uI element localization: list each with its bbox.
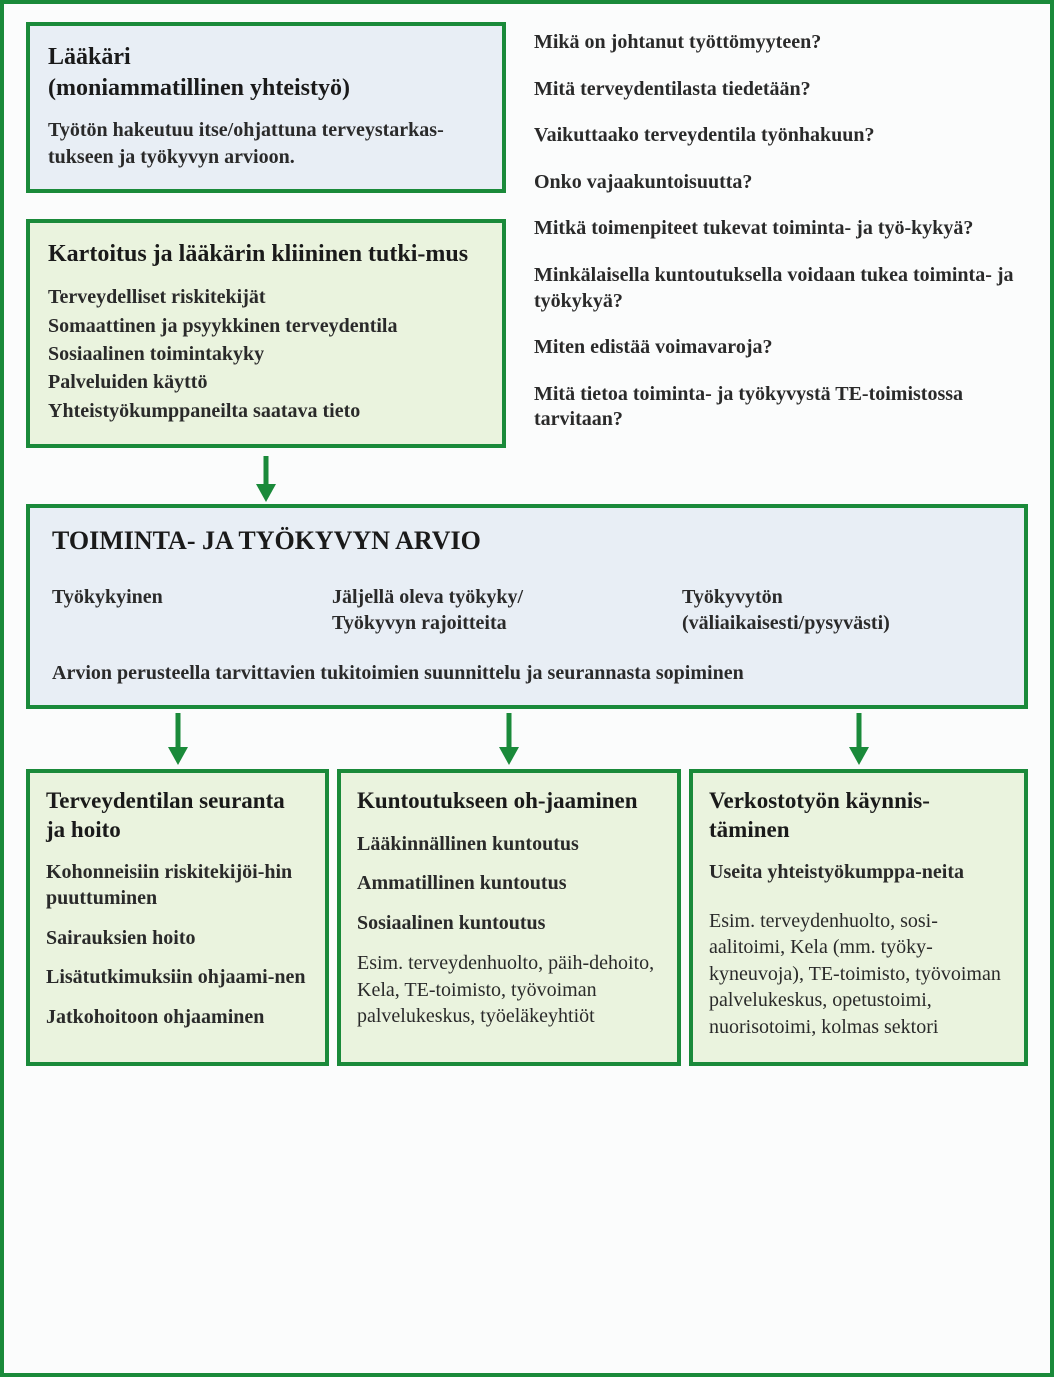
doctor-box-title: Lääkäri (moniammatillinen yhteistyö) <box>48 42 484 103</box>
assessment-col2-line1: Jäljellä oleva työkyky/ <box>332 586 523 608</box>
assessment-footer: Arvion perusteella tarvittavien tukitoim… <box>52 662 1002 685</box>
question-item: Onko vajaakuntoisuutta? <box>534 170 1024 196</box>
bottom-box-2-item: Sosiaalinen kuntoutus <box>357 911 661 937</box>
arrow-slot-2 <box>337 713 681 765</box>
assessment-box: TOIMINTA- JA TYÖKYVYN ARVIO Työkykyinen … <box>26 504 1028 709</box>
bottom-box-1-item: Lisätutkimuksiin ohjaami-nen <box>46 965 309 991</box>
question-item: Miten edistää voimavaroja? <box>534 335 1024 361</box>
arrow-slot-1 <box>26 713 329 765</box>
bottom-box-2-item: Ammatillinen kuntoutus <box>357 871 661 897</box>
question-item: Mikä on johtanut työttömyyteen? <box>534 30 1024 56</box>
assessment-col3-line2: (väliaikaisesti/pysyvästi) <box>682 612 890 634</box>
assessment-col3-line1: Työkyvytön <box>682 586 783 608</box>
doctor-title-line1: Lääkäri <box>48 44 131 70</box>
arrow-down-icon <box>845 713 873 765</box>
survey-box-title: Kartoitus ja lääkärin kliininen tutki-mu… <box>48 239 484 270</box>
questions-panel: Mikä on johtanut työttömyyteen? Mitä ter… <box>524 22 1028 454</box>
assessment-col2: Jäljellä oleva työkyky/ Työkyvyn rajoitt… <box>332 584 682 636</box>
top-row: Lääkäri (moniammatillinen yhteistyö) Työ… <box>26 22 1028 454</box>
bottom-box-1-item: Jatkohoitoon ohjaaminen <box>46 1005 309 1031</box>
doctor-box-body: Työtön hakeutuu itse/ohjattuna terveysta… <box>48 117 484 171</box>
arrow-down-icon <box>164 713 192 765</box>
bottom-box-2-example: Esim. terveydenhuolto, päih-dehoito, Kel… <box>357 950 661 1029</box>
assessment-col1: Työkykyinen <box>52 584 332 636</box>
arrow-down-icon <box>495 713 523 765</box>
question-item: Minkälaisella kuntoutuksella voidaan tuk… <box>534 263 1024 314</box>
survey-line: Palveluiden käyttö <box>48 369 484 395</box>
doctor-box: Lääkäri (moniammatillinen yhteistyö) Työ… <box>26 22 506 193</box>
question-item: Mitä terveydentilasta tiedetään? <box>534 77 1024 103</box>
question-item: Mitä tietoa toiminta- ja työkyvystä TE-t… <box>534 382 1024 433</box>
survey-box-lines: Terveydelliset riskitekijät Somaattinen … <box>48 284 484 424</box>
flowchart-frame: Lääkäri (moniammatillinen yhteistyö) Työ… <box>0 0 1054 1377</box>
bottom-row: Terveydentilan seuranta ja hoito Kohonne… <box>26 769 1028 1066</box>
survey-line: Sosiaalinen toimintakyky <box>48 341 484 367</box>
assessment-columns: Työkykyinen Jäljellä oleva työkyky/ Työk… <box>52 584 1002 636</box>
question-item: Mitkä toimenpiteet tukevat toiminta- ja … <box>534 216 1024 242</box>
left-column: Lääkäri (moniammatillinen yhteistyö) Työ… <box>26 22 506 454</box>
bottom-box-1-item: Sairauksien hoito <box>46 926 309 952</box>
assessment-title: TOIMINTA- JA TYÖKYVYN ARVIO <box>52 526 1002 556</box>
survey-line: Terveydelliset riskitekijät <box>48 284 484 310</box>
arrow-down-1 <box>26 456 506 502</box>
bottom-box-1-title: Terveydentilan seuranta ja hoito <box>46 787 309 845</box>
bottom-box-2-item: Lääkinnällinen kuntoutus <box>357 832 661 858</box>
survey-box: Kartoitus ja lääkärin kliininen tutki-mu… <box>26 219 506 448</box>
arrow-down-icon <box>252 456 280 502</box>
arrow-slot-3 <box>689 713 1028 765</box>
bottom-box-2-title: Kuntoutukseen oh-jaaminen <box>357 787 661 816</box>
survey-line: Yhteistyökumppaneilta saatava tieto <box>48 398 484 424</box>
bottom-box-2: Kuntoutukseen oh-jaaminen Lääkinnällinen… <box>337 769 681 1066</box>
survey-line: Somaattinen ja psyykkinen terveydentila <box>48 313 484 339</box>
bottom-box-1: Terveydentilan seuranta ja hoito Kohonne… <box>26 769 329 1066</box>
bottom-box-3-example: Esim. terveydenhuolto, sosi-aalitoimi, K… <box>709 908 1008 1040</box>
doctor-title-line2: (moniammatillinen yhteistyö) <box>48 75 350 101</box>
bottom-box-3-item: Useita yhteistyökumppa-neita <box>709 860 1008 886</box>
bottom-box-3: Verkostotyön käynnis-täminen Useita yhte… <box>689 769 1028 1066</box>
question-item: Vaikuttaako terveydentila työnhakuun? <box>534 123 1024 149</box>
bottom-box-1-item: Kohonneisiin riskitekijöi-hin puuttumine… <box>46 860 309 911</box>
bottom-box-3-title: Verkostotyön käynnis-täminen <box>709 787 1008 845</box>
assessment-col3: Työkyvytön (väliaikaisesti/pysyvästi) <box>682 584 1002 636</box>
arrows-three <box>26 713 1028 765</box>
assessment-col2-line2: Työkyvyn rajoitteita <box>332 612 507 634</box>
